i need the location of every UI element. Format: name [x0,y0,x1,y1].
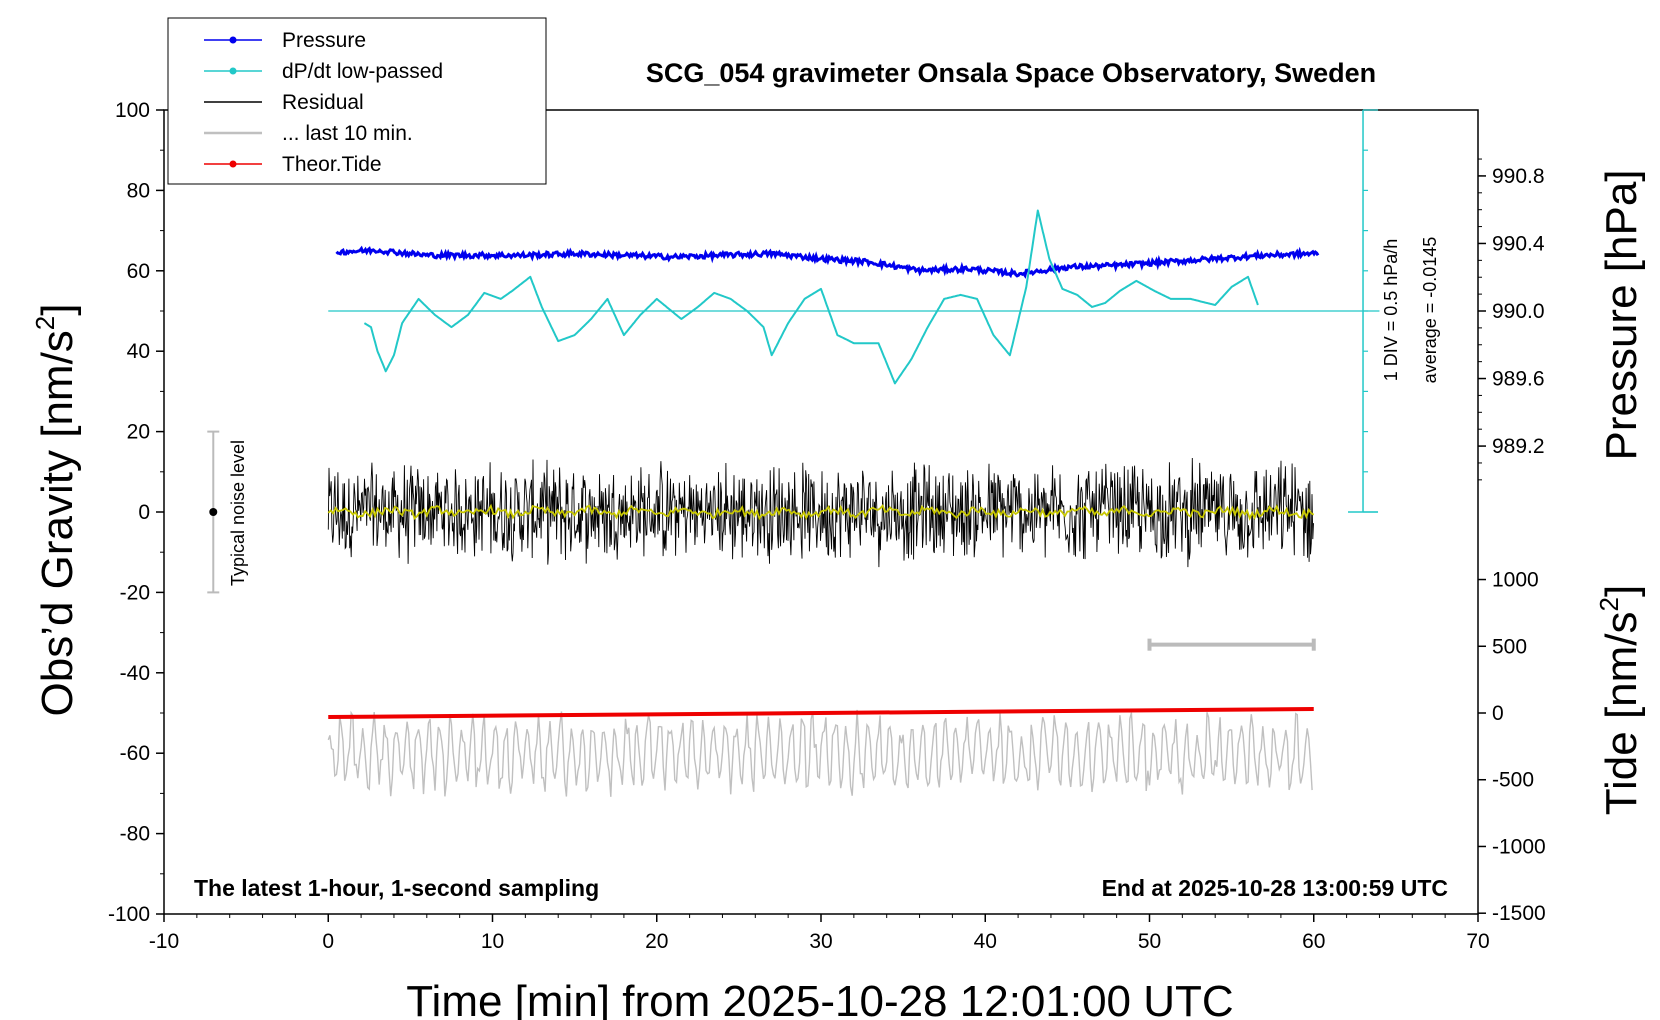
x-tick-label: 30 [809,930,832,953]
pressure-tick-label: 990.0 [1492,300,1545,323]
pressure-tick-label: 990.4 [1492,232,1545,255]
tide-tick-label: -500 [1492,769,1534,792]
y-tick-label: 100 [115,99,150,122]
x-tick-label: -10 [149,930,179,953]
x-tick-label: 0 [322,930,334,953]
legend-label: Residual [282,91,364,114]
tide-tick-label: -1500 [1492,902,1546,925]
y-tick-label: -80 [120,823,150,846]
y-axis-label-tide: Tide [nm/s2] [1594,585,1646,815]
noise-level-label: Typical noise level [228,440,248,586]
residual-smooth-line [327,503,1315,521]
chart-title: SCG_054 gravimeter Onsala Space Observat… [646,58,1376,88]
last10-line [327,709,1313,797]
chart-subtitle-left: The latest 1-hour, 1-second sampling [194,875,599,901]
y-tick-label: 20 [127,421,150,444]
y-tick-label: 0 [138,501,150,524]
legend-box [167,17,547,185]
legend-marker [229,67,237,75]
legend-marker [229,36,237,44]
y-axis-label-left-sup: 2 [30,316,60,330]
y-axis-label-left: Obs’d Gravity [nm/s2] [30,303,82,716]
x-axis-label: Time [min] from 2025-10-28 12:01:00 UTC [406,977,1233,1020]
tide-tick-label: -1000 [1492,835,1546,858]
y-tick-label: -20 [120,581,150,604]
legend-label: ... last 10 min. [282,122,413,145]
y-tick-label: -40 [120,662,150,685]
y-tick-label: 80 [127,179,150,202]
y-axis-label-tide-main: Tide [nm/s [1597,611,1646,815]
dpdt-scale-label: 1 DIV = 0.5 hPa/h [1381,239,1401,382]
y-tick-label: 60 [127,260,150,283]
noise-bar-dot [209,508,218,516]
x-tick-label: 70 [1466,930,1489,953]
x-tick-label: 10 [481,930,504,953]
series-group [207,109,1380,797]
tide-line [328,706,1314,720]
pressure-tick-label: 989.6 [1492,368,1545,391]
dpdt-average-label: average = -0.0145 [1420,237,1440,384]
tide-tick-label: 500 [1492,635,1527,658]
legend: Pressure dP/dt low-passed Residual ... last… [167,17,547,185]
y-axis-label-tide-end: ] [1597,585,1646,597]
y-axis-label-pressure: Pressure [hPa] [1597,169,1646,460]
y-tick-label: -60 [120,742,150,765]
pressure-tick-label: 990.8 [1492,165,1545,188]
chart-subtitle-right: End at 2025-10-28 13:00:59 UTC [1102,875,1448,901]
axes-group: -10 0 10 20 30 40 50 60 70-100-80-60-40-20020406… [108,99,1546,953]
tide-tick-label: 0 [1492,702,1504,725]
y-axis-label-left-end: ] [33,303,82,315]
tide-tick-label: 1000 [1492,569,1539,592]
pressure-line [335,245,1320,279]
y-tick-label: -100 [108,903,150,926]
x-tick-label: 60 [1302,930,1325,953]
dpdt-line [363,209,1259,385]
legend-marker [229,160,237,168]
y-axis-label-left-main: Obs’d Gravity [nm/s [33,330,82,716]
x-tick-label: 50 [1138,930,1161,953]
x-tick-label: 40 [974,930,997,953]
legend-label: Pressure [282,29,366,52]
y-tick-label: 40 [127,340,150,363]
pressure-tick-label: 989.2 [1492,435,1545,458]
x-tick-label: 20 [645,930,668,953]
legend-label: dP/dt low-passed [282,60,443,83]
y-axis-label-tide-sup: 2 [1594,597,1624,611]
legend-label: Theor.Tide [282,153,382,176]
